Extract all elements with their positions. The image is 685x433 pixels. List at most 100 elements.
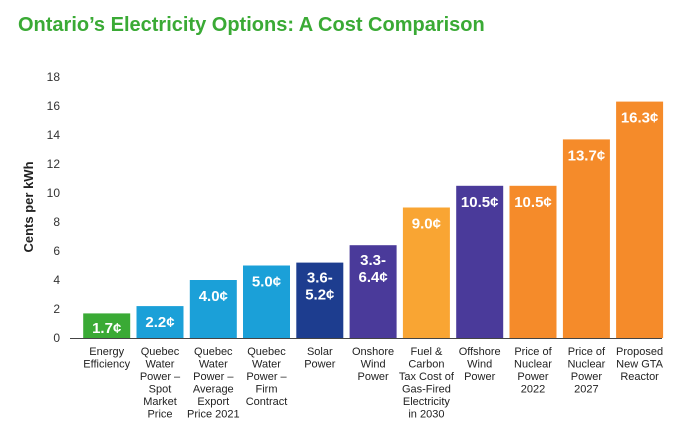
x-category-line: Nuclear <box>514 359 552 371</box>
y-tick-label: 18 <box>47 70 61 84</box>
bar <box>243 265 290 338</box>
bar-group: 10.5¢ <box>456 185 504 339</box>
bar-group: 9.0¢ <box>402 207 450 338</box>
x-category-line: Price <box>147 409 172 421</box>
x-category-line: Price of <box>568 346 606 358</box>
x-category-line: Energy <box>89 346 124 358</box>
bar <box>349 245 397 338</box>
bar <box>296 262 344 338</box>
x-category-line: Quebec <box>141 346 180 358</box>
data-label: 16.3¢ <box>621 110 659 127</box>
x-category-line: Power <box>571 371 603 383</box>
x-category-line: Gas-Fired <box>402 384 451 396</box>
x-category-line: Power – <box>246 371 287 383</box>
bar <box>402 207 450 338</box>
bar <box>83 313 131 338</box>
x-category-line: Power – <box>193 371 234 383</box>
x-category-line: Export <box>197 396 229 408</box>
x-category-line: Tax Cost of <box>399 371 455 383</box>
data-label: 3.3- <box>360 252 386 269</box>
x-category-line: 2022 <box>521 384 545 396</box>
y-tick-label: 4 <box>53 273 60 287</box>
x-category-line: Power <box>358 371 390 383</box>
data-label: 9.0¢ <box>412 216 441 233</box>
x-category-line: Water <box>252 359 281 371</box>
bar <box>562 139 610 338</box>
x-category-line: Quebec <box>247 346 286 358</box>
x-category-line: Offshore <box>459 346 501 358</box>
y-tick-label: 6 <box>53 244 60 258</box>
x-category-line: 2027 <box>574 384 598 396</box>
y-tick-label: 2 <box>53 302 60 316</box>
x-category-line: Fuel & <box>411 346 443 358</box>
x-category-line: Efficiency <box>83 359 130 371</box>
bar-group: 5.0¢ <box>243 265 290 338</box>
x-category-line: Power <box>304 359 336 371</box>
y-tick-label: 12 <box>47 157 61 171</box>
data-label: 6.4¢ <box>358 269 387 286</box>
y-tick-label: 0 <box>53 331 60 345</box>
x-category-line: Quebec <box>194 346 233 358</box>
y-tick-label: 16 <box>47 99 61 113</box>
x-category-line: Power – <box>140 371 181 383</box>
x-category-line: Carbon <box>408 359 444 371</box>
x-category-line: New GTA <box>616 359 664 371</box>
y-axis: 0 2 4 6 8 10 12 14 16 18 Cents per kWh <box>21 70 60 345</box>
x-category-line: Firm <box>256 384 278 396</box>
x-category-line: Power <box>517 371 549 383</box>
x-category-line: Power <box>464 371 496 383</box>
x-category-line: Average <box>193 384 234 396</box>
x-category-line: Contract <box>246 396 288 408</box>
data-label: 3.6- <box>307 270 333 287</box>
x-category-line: Spot <box>149 384 172 396</box>
x-category-line: Proposed <box>616 346 663 358</box>
bar-group: 1.7¢ <box>83 313 131 338</box>
x-category-line: Wind <box>361 359 386 371</box>
x-category-line: Market <box>143 396 177 408</box>
bars: 1.7¢ 2.2¢4.0¢5.0¢ 3.6-5.2¢3.3-6.4¢9.0¢10.5… <box>70 101 664 339</box>
x-category-line: Solar <box>307 346 333 358</box>
bar <box>509 185 557 339</box>
data-label: 5.2¢ <box>305 287 334 304</box>
data-label: 10.5¢ <box>461 194 499 211</box>
y-tick-label: 10 <box>47 186 61 200</box>
x-category-line: Electricity <box>403 396 451 408</box>
x-category-line: Nuclear <box>567 359 605 371</box>
data-label: 1.7¢ <box>92 320 121 337</box>
data-label: 5.0¢ <box>252 274 281 291</box>
x-category-line: Wind <box>467 359 492 371</box>
x-category-line: Water <box>146 359 175 371</box>
bar-group: 3.6-5.2¢ <box>296 262 344 338</box>
bar <box>456 185 504 339</box>
bar-group: 13.7¢ <box>562 139 610 338</box>
y-axis-label: Cents per kWh <box>21 161 36 252</box>
bar-group: 10.5¢ <box>509 185 557 339</box>
y-tick-label: 14 <box>47 128 61 142</box>
x-category-line: Price 2021 <box>187 409 240 421</box>
data-label: 13.7¢ <box>568 147 606 164</box>
x-category-line: in 2030 <box>408 409 444 421</box>
bar-group: 3.3-6.4¢ <box>349 245 397 338</box>
data-label: 2.2¢ <box>145 314 174 331</box>
bar-group: 2.2¢ <box>136 306 184 338</box>
bar-group: 16.3¢ <box>616 101 664 338</box>
data-label: 10.5¢ <box>514 194 552 211</box>
bar-group: 4.0¢ <box>189 280 237 338</box>
x-category-line: Price of <box>514 346 552 358</box>
x-category-line: Water <box>199 359 228 371</box>
bar <box>616 101 664 338</box>
x-category-line: Reactor <box>620 371 659 383</box>
